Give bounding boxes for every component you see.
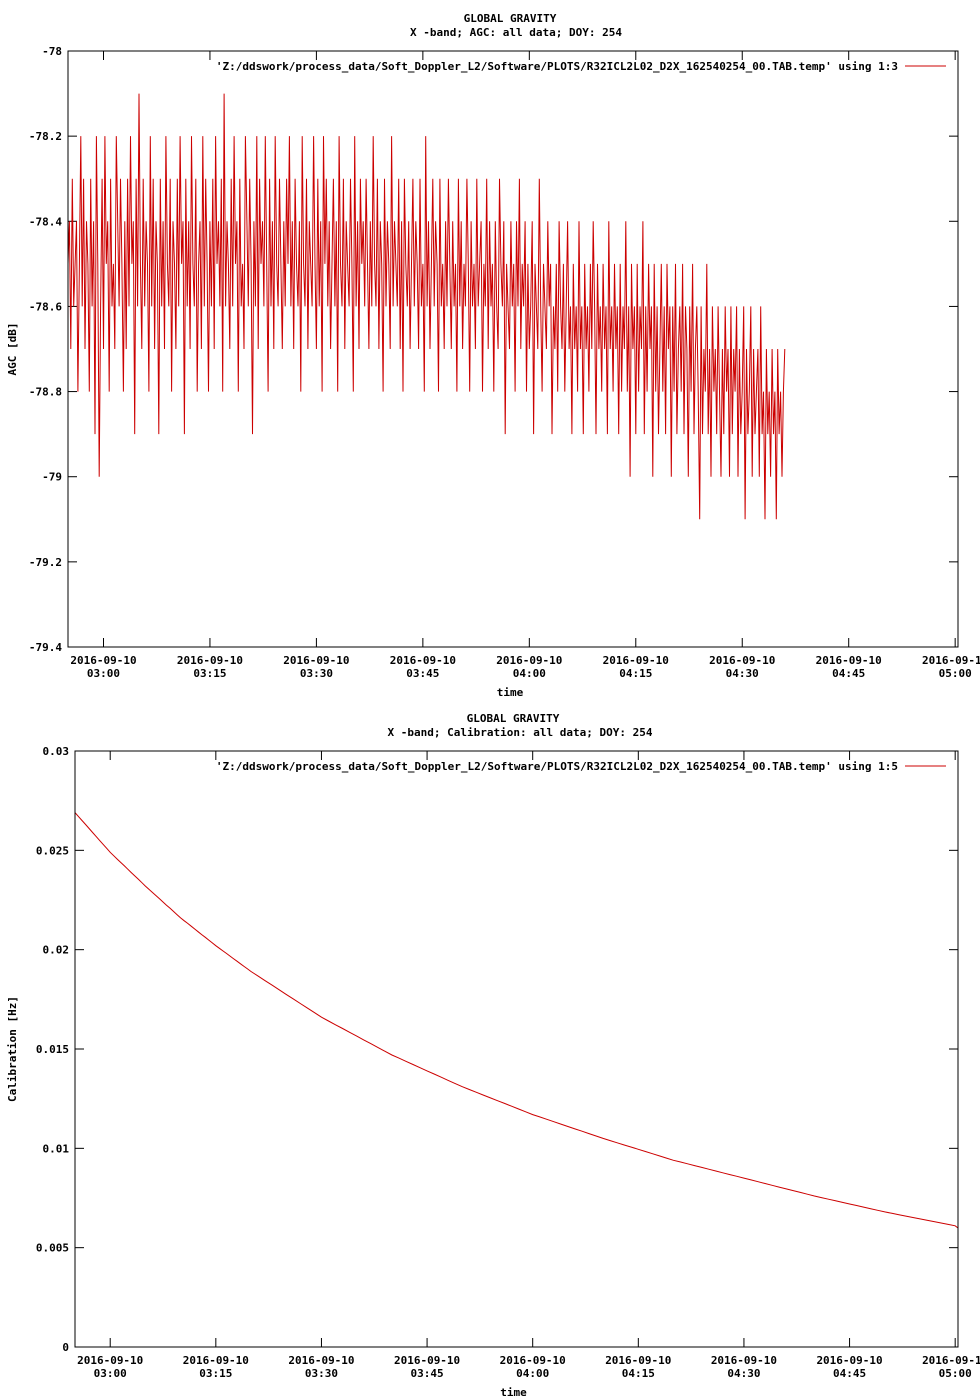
y-tick-label: -78	[42, 45, 62, 58]
x-tick-time: 05:00	[939, 667, 972, 680]
x-axis-label: time	[497, 686, 524, 699]
x-axis-label: time	[500, 1386, 527, 1399]
y-tick-label: 0.015	[36, 1043, 69, 1056]
chart-subtitle: X -band; AGC: all data; DOY: 254	[410, 26, 622, 39]
x-tick-time: 04:30	[727, 1367, 760, 1380]
x-tick-date: 2016-09-10	[711, 1354, 777, 1367]
legend: 'Z:/ddswork/process_data/Soft_Doppler_L2…	[216, 60, 946, 73]
series-layer	[75, 812, 958, 1229]
legend-text: 'Z:/ddswork/process_data/Soft_Doppler_L2…	[216, 760, 898, 773]
x-tick-date: 2016-09-10	[288, 1354, 354, 1367]
x-tick-date: 2016-09-10	[77, 1354, 143, 1367]
legend-text: 'Z:/ddswork/process_data/Soft_Doppler_L2…	[216, 60, 898, 73]
x-tick-time: 03:30	[300, 667, 333, 680]
x-tick-date: 2016-09-10	[603, 654, 669, 667]
chart-subtitle: X -band; Calibration: all data; DOY: 254	[388, 726, 653, 739]
chart-title: GLOBAL GRAVITY	[464, 12, 557, 25]
y-tick-label: 0.005	[36, 1242, 69, 1255]
legend: 'Z:/ddswork/process_data/Soft_Doppler_L2…	[216, 760, 946, 773]
x-tick-date: 2016-09-10	[709, 654, 775, 667]
x-tick-date: 2016-09-10	[70, 654, 136, 667]
y-tick-label: -78.8	[29, 386, 62, 399]
y-tick-label: 0	[62, 1341, 69, 1354]
series-line	[75, 812, 958, 1229]
y-axis-label: AGC [dB]	[6, 323, 19, 376]
x-tick-time: 04:45	[833, 1367, 866, 1380]
y-tick-label: 0.03	[43, 745, 70, 758]
y-tick-label: -78.2	[29, 130, 62, 143]
y-tick-label: 0.01	[43, 1142, 70, 1155]
x-tick-date: 2016-09-10	[922, 654, 980, 667]
x-tick-time: 04:45	[832, 667, 865, 680]
x-tick-time: 03:30	[305, 1367, 338, 1380]
x-tick-date: 2016-09-10	[394, 1354, 460, 1367]
y-tick-label: -78.6	[29, 300, 62, 313]
x-tick-date: 2016-09-10	[922, 1354, 980, 1367]
x-tick-time: 03:00	[87, 667, 120, 680]
tick-layer: 00.0050.010.0150.020.0250.032016-09-1003…	[36, 745, 980, 1380]
x-tick-time: 04:00	[516, 1367, 549, 1380]
x-tick-date: 2016-09-10	[816, 654, 882, 667]
x-tick-time: 03:45	[411, 1367, 444, 1380]
y-tick-label: -78.4	[29, 215, 62, 228]
x-tick-time: 05:00	[939, 1367, 972, 1380]
x-tick-time: 04:00	[513, 667, 546, 680]
series-line	[68, 93, 786, 520]
y-tick-label: 0.025	[36, 844, 69, 857]
calibration-chart: GLOBAL GRAVITY X -band; Calibration: all…	[6, 712, 980, 1399]
x-tick-time: 03:45	[406, 667, 439, 680]
chart-title: GLOBAL GRAVITY	[467, 712, 560, 725]
x-tick-time: 03:00	[94, 1367, 127, 1380]
x-tick-time: 03:15	[193, 667, 226, 680]
tick-layer: -78 -78.2 -78.4 -78.6 -78.8 -79 -79.2 -79.4 2016…	[29, 45, 980, 680]
x-tick-date: 2016-09-10	[177, 654, 243, 667]
x-tick-date: 2016-09-10	[183, 1354, 249, 1367]
x-tick-time: 04:15	[622, 1367, 655, 1380]
x-tick-date: 2016-09-10	[390, 654, 456, 667]
y-axis-label: Calibration [Hz]	[6, 996, 19, 1102]
y-tick-label: -79.2	[29, 556, 62, 569]
x-tick-date: 2016-09-10	[816, 1354, 882, 1367]
series-layer	[68, 93, 786, 520]
x-tick-date: 2016-09-10	[605, 1354, 671, 1367]
x-tick-date: 2016-09-10	[283, 654, 349, 667]
x-tick-date: 2016-09-10	[500, 1354, 566, 1367]
y-tick-label: 0.02	[43, 944, 70, 957]
plot-frame	[67, 50, 959, 648]
y-tick-label: -79	[42, 471, 62, 484]
x-tick-time: 04:15	[619, 667, 652, 680]
plot-frame	[74, 750, 959, 1348]
x-tick-date: 2016-09-10	[496, 654, 562, 667]
x-tick-time: 03:15	[199, 1367, 232, 1380]
agc-chart: GLOBAL GRAVITY X -band; AGC: all data; D…	[6, 12, 980, 699]
y-tick-label: -79.4	[29, 641, 62, 654]
x-tick-time: 04:30	[726, 667, 759, 680]
